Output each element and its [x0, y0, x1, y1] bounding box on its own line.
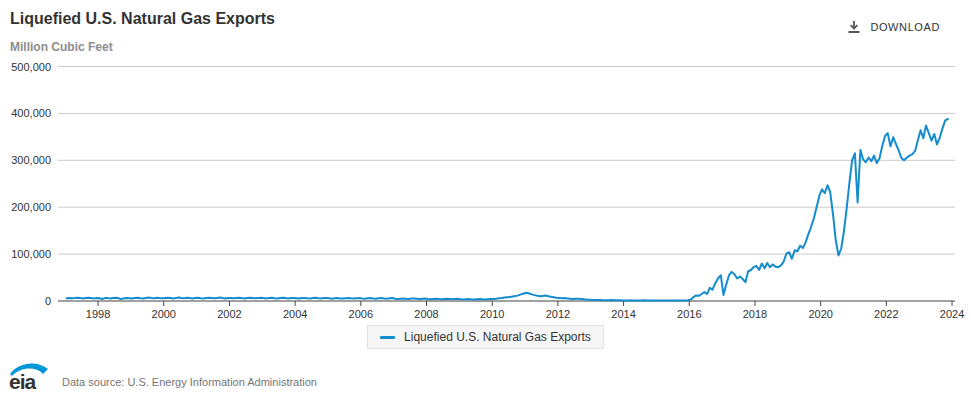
x-axis-tick-label: 2012 [546, 308, 570, 320]
x-axis-tick-label: 2010 [480, 308, 504, 320]
legend: Liquefied U.S. Natural Gas Exports [0, 325, 971, 349]
x-axis-tick-label: 2000 [152, 308, 176, 320]
eia-logo-text: eia [9, 370, 37, 393]
legend-item[interactable]: Liquefied U.S. Natural Gas Exports [367, 325, 604, 349]
x-axis-tick-label: 2008 [414, 308, 438, 320]
eia-logo: eia [8, 360, 50, 394]
x-axis-tick-label: 1998 [86, 308, 110, 320]
download-icon [847, 20, 861, 34]
data-series-line[interactable] [67, 119, 948, 301]
y-axis-tick-label: 400,000 [11, 107, 51, 119]
x-axis-tick-label: 2006 [349, 308, 373, 320]
y-axis-tick-label: 500,000 [11, 61, 51, 73]
y-axis-tick-label: 200,000 [11, 201, 51, 213]
footer: eia Data source: U.S. Energy Information… [8, 360, 317, 394]
x-axis-tick-label: 2022 [874, 308, 898, 320]
x-axis-tick-label: 2018 [743, 308, 767, 320]
y-axis-tick-label: 300,000 [11, 154, 51, 166]
y-axis-tick-label: 100,000 [11, 248, 51, 260]
legend-line-swatch [380, 336, 395, 339]
x-axis-tick-label: 2004 [283, 308, 307, 320]
x-axis-tick-label: 2002 [217, 308, 241, 320]
data-source-text: Data source: U.S. Energy Information Adm… [62, 376, 317, 388]
download-label: DOWNLOAD [870, 21, 940, 33]
page-title: Liquefied U.S. Natural Gas Exports [10, 10, 275, 28]
y-axis-tick-label: 0 [45, 295, 51, 307]
x-axis-tick-label: 2016 [677, 308, 701, 320]
x-axis-tick-label: 2014 [611, 308, 635, 320]
x-axis-tick-label: 2020 [808, 308, 832, 320]
y-axis-unit-label: Million Cubic Feet [10, 40, 113, 54]
x-axis-tick-label: 2024 [940, 308, 964, 320]
chart-widget: 0 100,000 200,000 300,000 400,000 500,000 1998… [0, 0, 971, 402]
download-button[interactable]: DOWNLOAD [847, 18, 940, 36]
legend-label: Liquefied U.S. Natural Gas Exports [404, 330, 591, 344]
